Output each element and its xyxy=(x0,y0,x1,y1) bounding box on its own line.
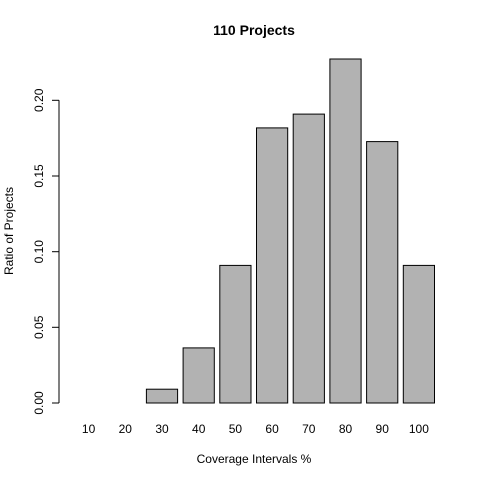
bar-40 xyxy=(182,347,215,404)
bars-group xyxy=(145,58,435,404)
x-tick-label: 100 xyxy=(409,422,429,436)
x-tick-label: 70 xyxy=(302,422,316,436)
bar-80 xyxy=(329,58,362,404)
x-tick-label: 30 xyxy=(155,422,169,436)
x-tick-label: 40 xyxy=(192,422,206,436)
x-tick-label: 10 xyxy=(82,422,96,436)
x-tick-label: 80 xyxy=(339,422,353,436)
x-tick-labels: 10 20 30 40 50 60 70 80 90 100 xyxy=(82,422,429,436)
x-tick-label: 50 xyxy=(229,422,243,436)
y-tick-label: 0.00 xyxy=(32,391,46,415)
chart-title: 110 Projects xyxy=(213,22,295,38)
x-tick-label: 60 xyxy=(265,422,279,436)
y-tick-label: 0.20 xyxy=(32,88,46,112)
bar-70 xyxy=(292,113,325,404)
y-tick-label: 0.15 xyxy=(32,164,46,188)
bar-100 xyxy=(402,264,435,404)
x-tick-label: 20 xyxy=(119,422,133,436)
x-tick-label: 90 xyxy=(376,422,390,436)
bar-50 xyxy=(219,264,252,404)
y-axis: 0.00 0.05 0.10 0.15 0.20 xyxy=(32,88,60,415)
bar-30 xyxy=(145,388,179,404)
x-axis-label: Coverage Intervals % xyxy=(197,452,312,466)
y-tick-label: 0.05 xyxy=(32,315,46,339)
bar-90 xyxy=(366,141,399,404)
y-axis-label: Ratio of Projects xyxy=(2,187,16,275)
bar-60 xyxy=(256,127,289,404)
y-tick-label: 0.10 xyxy=(32,240,46,264)
